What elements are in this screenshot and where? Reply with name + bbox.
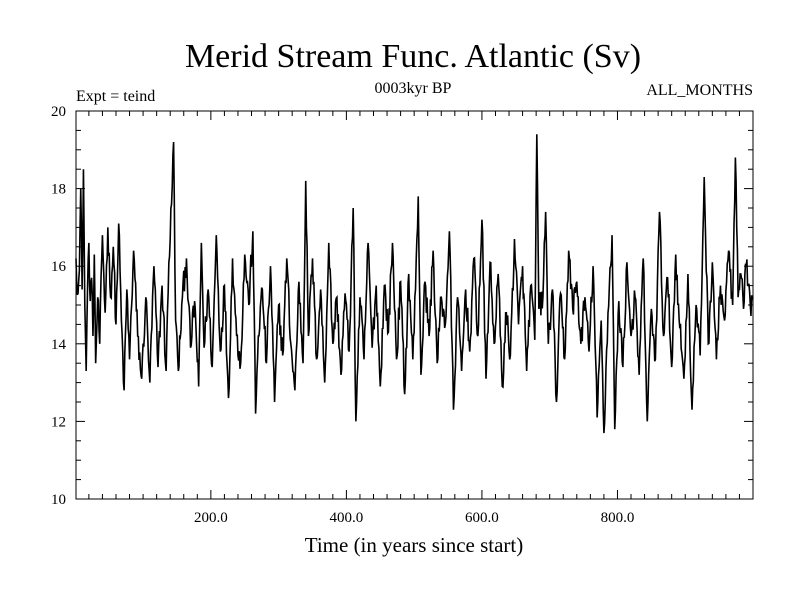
x-tick-label: 600.0 bbox=[465, 510, 499, 526]
series-line bbox=[75, 134, 754, 434]
plot-area bbox=[75, 110, 754, 500]
experiment-label: Expt = teind bbox=[76, 88, 155, 105]
y-tick-label: 14 bbox=[51, 337, 67, 353]
x-tick-label: 200.0 bbox=[194, 510, 228, 526]
time-period-label: 0003kyr BP bbox=[375, 80, 452, 97]
y-tick-label: 10 bbox=[51, 492, 66, 508]
axis-ticks bbox=[76, 111, 753, 499]
chart-title: Merid Stream Func. Atlantic (Sv) bbox=[185, 38, 641, 75]
y-tick-label: 18 bbox=[51, 182, 66, 198]
y-tick-label: 20 bbox=[51, 104, 66, 120]
x-axis-title: Time (in years since start) bbox=[305, 533, 524, 557]
y-tick-label: 16 bbox=[51, 259, 67, 275]
y-axis-labels: 10 12 14 16 18 20 bbox=[51, 104, 67, 508]
months-label: ALL_MONTHS bbox=[646, 82, 753, 99]
x-axis-labels: 200.0 400.0 600.0 800.0 bbox=[194, 510, 634, 526]
y-tick-label: 12 bbox=[51, 414, 66, 430]
x-tick-label: 800.0 bbox=[601, 510, 635, 526]
x-tick-label: 400.0 bbox=[330, 510, 364, 526]
